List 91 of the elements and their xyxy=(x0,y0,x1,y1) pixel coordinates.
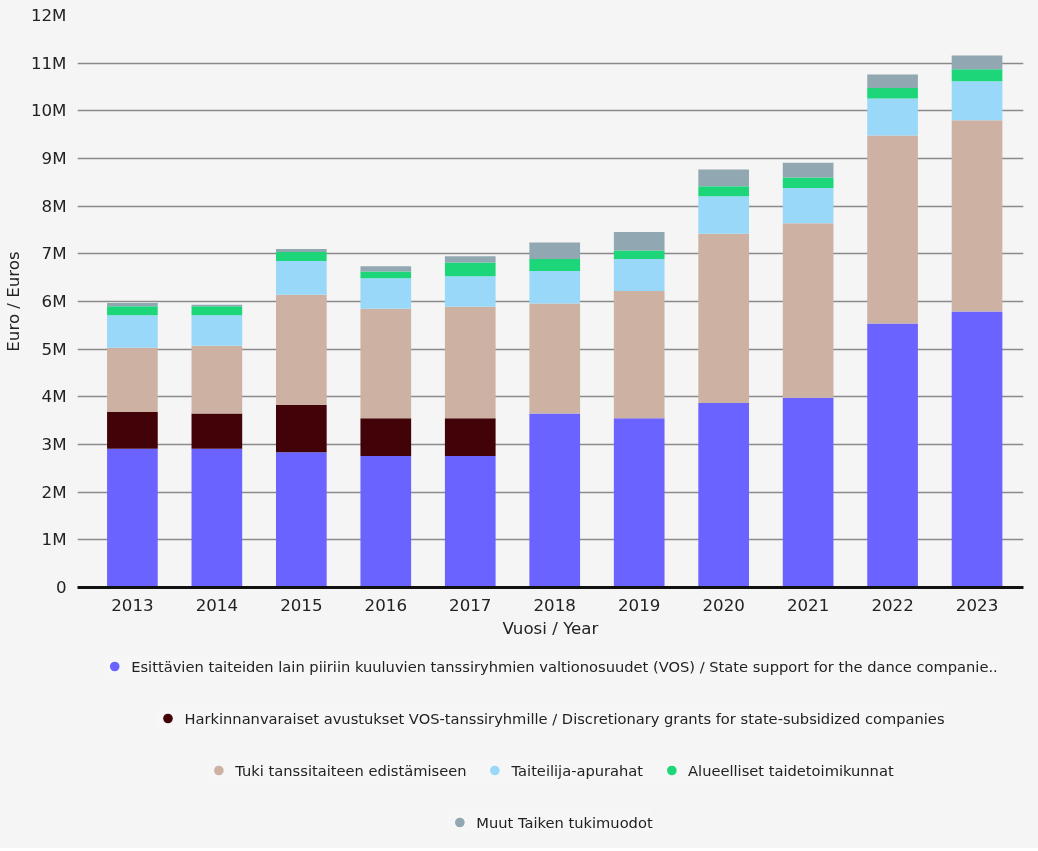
x-axis-title: Vuosi / Year xyxy=(502,618,599,638)
bar xyxy=(698,196,749,234)
bar xyxy=(613,250,665,260)
x-tick-label: 2020 xyxy=(702,595,745,615)
bar xyxy=(444,262,496,277)
bar xyxy=(107,315,158,348)
x-tick-label: 2017 xyxy=(449,595,492,615)
x-tick-label: 2023 xyxy=(955,595,999,615)
y-tick-label: 5M xyxy=(41,339,67,359)
bar xyxy=(782,223,834,398)
y-tick-label: 11M xyxy=(30,53,67,73)
legend-label: Esittävien taiteiden lain piiriin kuuluvien tanssiryhmien valtionosuudet (VOS) / State support for the dance companie.. xyxy=(131,657,998,675)
bar xyxy=(951,120,1003,312)
y-tick-label: 12M xyxy=(30,6,67,25)
bar xyxy=(107,412,158,449)
bar xyxy=(107,448,158,588)
bar xyxy=(444,306,496,419)
x-tick-label: 2014 xyxy=(195,595,239,615)
bar xyxy=(444,455,496,588)
bar xyxy=(275,404,327,453)
bar xyxy=(698,186,749,197)
x-tick-label: 2018 xyxy=(533,595,576,615)
y-tick-label: 4M xyxy=(41,387,67,407)
bar xyxy=(360,308,412,419)
y-tick-label: 8M xyxy=(41,196,67,216)
bar xyxy=(613,231,665,251)
bar xyxy=(613,418,665,588)
bar xyxy=(782,188,834,224)
bar xyxy=(360,455,412,588)
bar xyxy=(613,291,665,419)
y-tick-label: 6M xyxy=(41,292,67,311)
bar xyxy=(275,251,327,261)
bar xyxy=(867,135,918,324)
bar xyxy=(107,306,158,316)
bar xyxy=(444,256,496,263)
bar xyxy=(867,87,918,99)
y-tick-label: 10M xyxy=(30,101,67,121)
x-tick-label: 2013 xyxy=(111,595,154,615)
bar xyxy=(782,397,834,588)
y-tick-label: 7M xyxy=(41,244,67,264)
bar xyxy=(191,315,243,346)
bar xyxy=(275,249,327,252)
bar xyxy=(867,323,918,588)
bar xyxy=(191,306,243,316)
bar xyxy=(951,55,1003,70)
legend-label: Muut Taiken tukimuodot xyxy=(476,813,653,831)
bar xyxy=(360,271,412,279)
bar xyxy=(782,177,834,189)
y-tick-label: 2M xyxy=(41,482,67,502)
x-tick-label: 2022 xyxy=(871,595,914,615)
bar xyxy=(444,276,496,307)
legend-label: Tuki tanssitaiteen edistämiseen xyxy=(235,761,467,779)
x-tick-label: 2019 xyxy=(617,595,661,615)
bar xyxy=(529,259,581,271)
legend-label: Alueelliset taidetoimikunnat xyxy=(688,761,894,779)
bar xyxy=(698,233,749,404)
bar xyxy=(191,413,243,449)
bar xyxy=(867,74,918,88)
bar xyxy=(698,403,749,588)
bar xyxy=(529,413,581,588)
bar xyxy=(191,345,243,414)
bar xyxy=(782,162,834,178)
bar xyxy=(529,270,581,304)
y-tick-label: 3M xyxy=(41,435,67,454)
bar xyxy=(867,98,918,136)
bar xyxy=(529,242,581,260)
bar xyxy=(191,448,243,588)
x-tick-label: 2015 xyxy=(280,595,323,615)
bar xyxy=(698,169,749,187)
bar xyxy=(360,278,412,309)
x-tick-label: 2021 xyxy=(786,595,830,615)
bar xyxy=(107,302,158,307)
legend-label: Harkinnanvaraiset avustukset VOS-tanssiryhmille / Discretionary grants for state-subsidized companies xyxy=(184,709,945,727)
bar xyxy=(529,303,581,414)
y-tick-label: 0 xyxy=(55,578,67,597)
bar xyxy=(275,260,327,295)
bar xyxy=(107,347,158,413)
bar xyxy=(951,81,1003,121)
bar xyxy=(951,69,1003,82)
bar xyxy=(360,418,412,456)
y-tick-label: 1M xyxy=(41,530,67,550)
bar xyxy=(275,294,327,405)
y-axis-title: Euro / Euros xyxy=(3,251,23,352)
bar xyxy=(951,311,1003,588)
bar xyxy=(613,259,665,292)
y-tick-label: 9M xyxy=(41,149,67,168)
x-tick-label: 2016 xyxy=(364,595,407,615)
bar xyxy=(360,266,412,272)
legend-label: Taiteilija-apurahat xyxy=(511,761,644,779)
bar xyxy=(444,418,496,456)
bar xyxy=(275,452,327,588)
